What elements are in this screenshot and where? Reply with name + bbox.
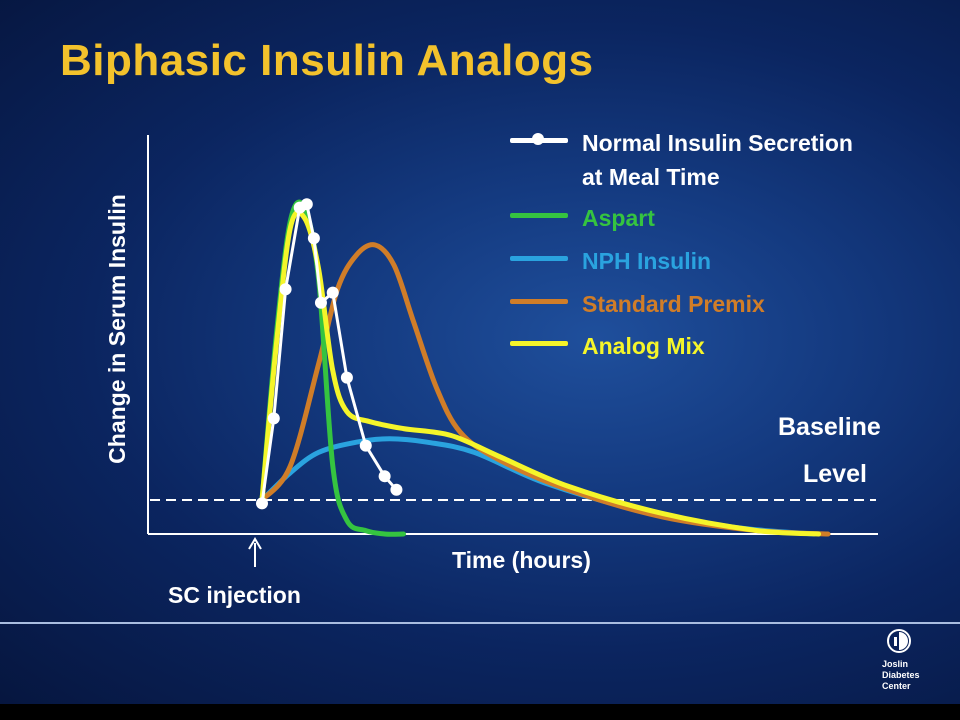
legend-marker-normal [532, 133, 544, 145]
data-point-normal [256, 497, 268, 510]
legend-label-premix: Standard Premix [582, 291, 765, 317]
bottom-strip [0, 704, 960, 720]
baseline-label: Baseline [778, 413, 881, 441]
footer-divider [0, 622, 960, 624]
series-line-premix [259, 242, 831, 537]
data-point-normal [267, 412, 280, 425]
series-line-normal [260, 202, 398, 505]
data-point-normal [300, 198, 313, 211]
series-analog [259, 209, 822, 537]
legend-label-aspart: Aspart [582, 205, 655, 231]
data-point-normal [359, 439, 372, 452]
x-axis-label: Time (hours) [452, 547, 591, 573]
data-point-normal [307, 232, 320, 245]
series-line-analog [259, 209, 822, 537]
baseline-level-label: Level [803, 460, 867, 488]
chart-axes [147, 135, 878, 535]
data-point-normal [340, 371, 353, 384]
data-point-normal [279, 283, 292, 296]
legend-label-normal-line2: at Meal Time [582, 164, 720, 190]
series-layer [256, 198, 831, 537]
data-point-normal [314, 296, 327, 309]
legend-swatch-premix [510, 299, 568, 304]
joslin-logo: Joslin Diabetes Center [882, 624, 938, 692]
legend-label-normal-line1: Normal Insulin Secretion [582, 130, 853, 156]
legend-swatch-analog [510, 341, 568, 346]
slide-title: Biphasic Insulin Analogs [60, 36, 594, 85]
series-normal [256, 198, 403, 510]
data-point-normal [378, 470, 391, 483]
legend-swatch-nph [510, 256, 568, 261]
legend-label-nph: NPH Insulin [582, 248, 712, 274]
chart [147, 135, 878, 567]
data-point-normal [390, 483, 403, 496]
slide: Biphasic Insulin Analogs Change in Serum… [0, 0, 960, 704]
y-axis-label: Change in Serum Insulin [104, 194, 130, 464]
series-premix [259, 242, 831, 537]
injection-label: SC injection [168, 582, 301, 608]
injection-arrow-icon [248, 537, 262, 567]
legend-swatch-aspart [510, 213, 568, 218]
logo-text: Joslin Diabetes Center [882, 659, 920, 691]
legend-label-analog: Analog Mix [582, 333, 705, 359]
joslin-logo-icon [887, 629, 911, 653]
data-point-normal [326, 286, 339, 299]
